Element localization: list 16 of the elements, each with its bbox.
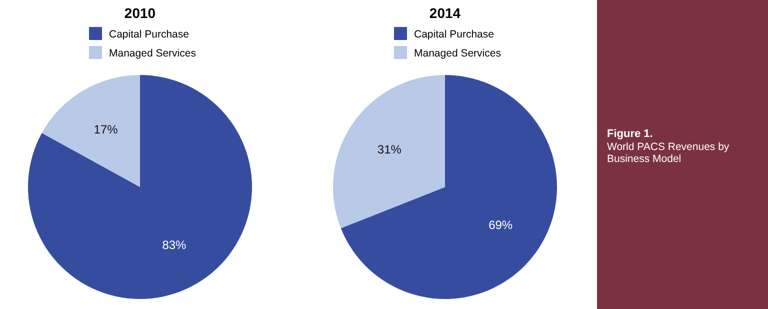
text: World PACS Revenues by Business Model [607, 141, 730, 165]
chart-title: 2014 [429, 5, 461, 21]
legend-label: Managed Services [109, 48, 196, 60]
data-label: 69% [488, 218, 513, 232]
text: Figure 1. [607, 128, 653, 140]
chart-title: 2010 [124, 5, 156, 21]
data-label: 17% [94, 122, 118, 136]
data-label: 31% [377, 142, 402, 156]
pie-slice [333, 75, 445, 228]
data-label: 83% [162, 238, 187, 252]
legend-label: Capital Purchase [109, 28, 190, 40]
pie-slice [42, 75, 140, 187]
legend-label: Managed Services [414, 48, 501, 60]
legend-label: Capital Purchase [414, 28, 494, 40]
pie-slice [340, 75, 557, 299]
pie-slice [28, 75, 252, 299]
